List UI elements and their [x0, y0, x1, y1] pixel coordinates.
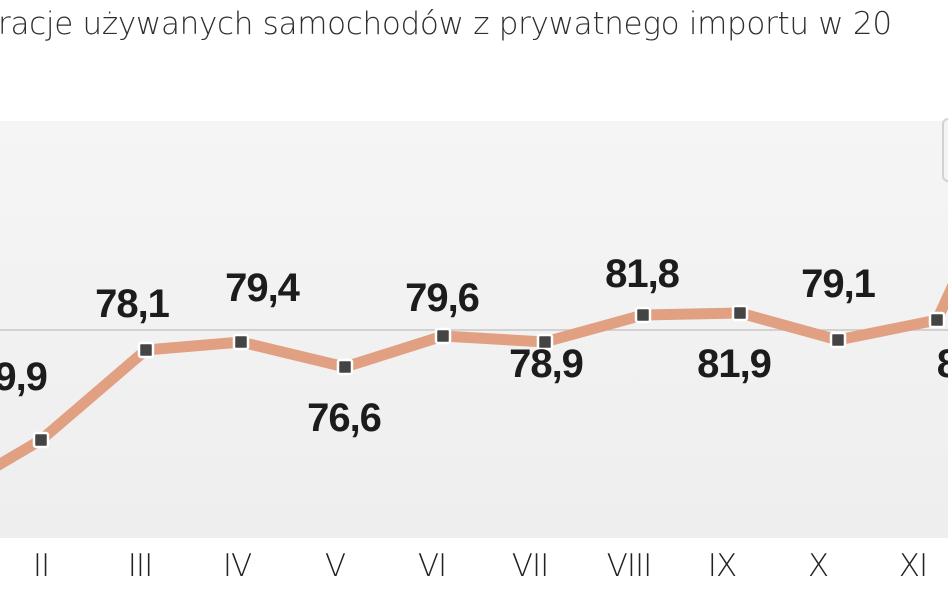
marker-icon	[336, 358, 354, 376]
legend-box-edge	[942, 118, 948, 182]
marker-icon	[634, 306, 652, 324]
data-line	[0, 282, 948, 471]
value-label: 79,4	[225, 266, 300, 310]
data-markers	[32, 304, 946, 449]
marker-icon	[434, 327, 452, 345]
x-tick: X	[807, 548, 829, 584]
marker-icon	[536, 333, 554, 351]
marker-icon	[731, 304, 749, 322]
marker-icon	[829, 331, 847, 349]
x-tick: IX	[707, 548, 737, 584]
marker-icon	[928, 311, 946, 329]
x-tick: III	[127, 548, 153, 584]
value-label: 78,9	[509, 342, 584, 386]
x-tick: IV	[222, 548, 252, 584]
x-tick: VIII	[606, 548, 653, 584]
value-label: 81,8	[605, 252, 680, 296]
x-tick: VII	[511, 548, 549, 584]
value-label: 81	[936, 342, 948, 386]
value-label: 76,6	[307, 396, 382, 440]
x-tick: V	[324, 548, 346, 584]
marker-icon	[137, 341, 155, 359]
x-tick: II	[32, 548, 50, 584]
value-label: 79,1	[801, 262, 876, 306]
value-label: 69,9	[0, 355, 48, 399]
chart-title: racje używanych samochodów z prywatnego …	[0, 6, 892, 42]
value-label: 78,1	[95, 282, 170, 326]
x-tick: VI	[417, 548, 447, 584]
x-tick: XI	[898, 548, 928, 584]
value-label: 79,6	[405, 276, 480, 320]
marker-icon	[232, 333, 250, 351]
marker-icon	[32, 431, 50, 449]
value-label: 81,9	[697, 342, 772, 386]
